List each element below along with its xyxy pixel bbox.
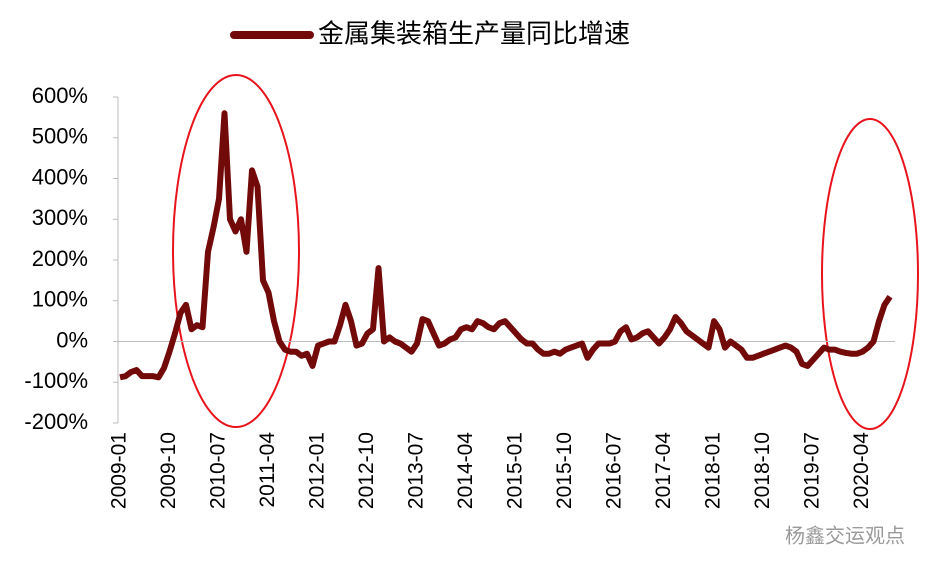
highlight-ellipse [172,74,300,428]
x-tick-label: 2009-10 [157,432,180,509]
y-tick-label: -100% [24,368,88,393]
watermark: 杨鑫交运观点 [785,524,905,548]
highlight-ellipse [821,118,919,430]
x-tick-label: 2012-01 [306,432,329,509]
y-tick-label: 600% [32,83,88,108]
y-tick-label: 200% [32,246,88,271]
y-tick-label: 300% [32,205,88,230]
y-tick-label: 400% [32,164,88,189]
y-tick-label: 0% [56,327,88,352]
x-tick-label: 2009-01 [108,432,131,509]
x-tick-label: 2017-04 [652,432,675,509]
y-tick-label: -200% [24,409,88,434]
x-tick-label: 2011-04 [256,432,279,508]
x-tick-label: 2015-01 [504,432,527,509]
x-tick-label: 2012-10 [355,432,378,509]
data-line [119,110,893,381]
x-tick-label: 2010-07 [207,432,230,509]
y-tick-label: 500% [32,124,88,149]
x-tick-label: 2019-07 [801,432,824,509]
x-tick-label: 2014-04 [454,432,477,509]
x-tick-label: 2016-07 [603,432,626,509]
y-tick-label: 100% [32,287,88,312]
x-tick-label: 2015-10 [553,432,576,509]
x-tick-label: 2013-07 [405,432,428,509]
x-tick-label: 2018-10 [751,432,774,509]
x-tick-label: 2018-01 [702,432,725,509]
legend-label: 金属集装箱生产量同比增速 [318,20,630,50]
x-tick-label: 2020-04 [850,432,873,509]
